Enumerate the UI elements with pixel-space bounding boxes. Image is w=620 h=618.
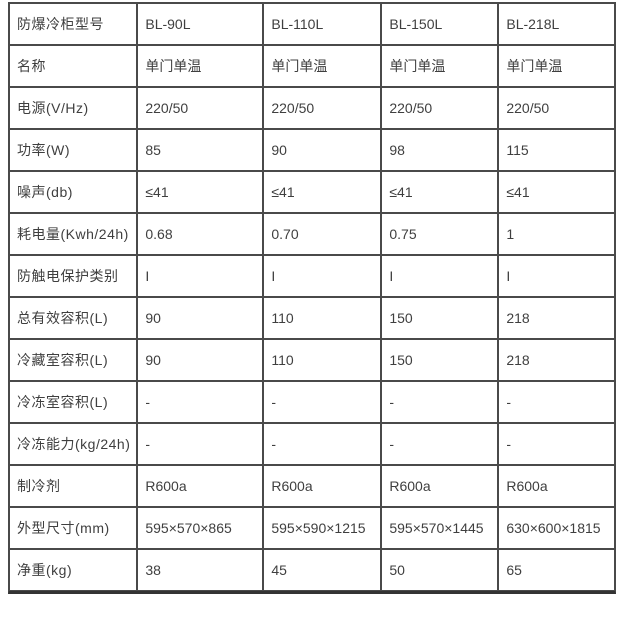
row-label: 冷藏室容积(L)	[9, 339, 138, 381]
value-cell: R600a	[381, 465, 499, 507]
value-cell: 0.68	[137, 213, 264, 255]
table-row: 耗电量(Kwh/24h) 0.68 0.70 0.75 1	[9, 213, 616, 255]
spec-table: 防爆冷柜型号 BL-90L BL-110L BL-150L BL-218L 名称 单门单温单…	[8, 2, 617, 594]
value-cell: 98	[381, 129, 499, 171]
value-cell: 50	[381, 549, 499, 591]
value-cell: -	[498, 423, 616, 465]
value-cell: 0.75	[381, 213, 499, 255]
row-label: 外型尺寸(mm)	[9, 507, 138, 549]
row-label: 噪声(db)	[9, 171, 138, 213]
table-row: 电源(V/Hz) 220/50 220/50 220/50 220/50	[9, 87, 616, 129]
value-cell: 595×570×1445	[381, 507, 499, 549]
value-cell: 110	[263, 297, 382, 339]
table-row: 总有效容积(L) 90 110 150 218	[9, 297, 616, 339]
row-label: 防触电保护类别	[9, 255, 138, 297]
value-cell: 90	[137, 297, 264, 339]
row-label: 冷冻室容积(L)	[9, 381, 138, 423]
row-label: 防爆冷柜型号	[9, 3, 138, 45]
row-label: 功率(W)	[9, 129, 138, 171]
table-row: 冷冻能力(kg/24h) - - - -	[9, 423, 616, 465]
table-row: 冷藏室容积(L) 90 110 150 218	[9, 339, 616, 381]
value-cell: -	[381, 381, 499, 423]
value-cell: ≤41	[137, 171, 264, 213]
value-cell: 220/50	[263, 87, 382, 129]
value-cell: 65	[498, 549, 616, 591]
table-row: 净重(kg) 38 45 50 65	[9, 549, 616, 591]
value-cell: 110	[263, 339, 382, 381]
row-label: 耗电量(Kwh/24h)	[9, 213, 138, 255]
value-cell: 218	[498, 297, 616, 339]
value-cell: 595×590×1215	[263, 507, 382, 549]
value-cell: ≤41	[263, 171, 382, 213]
value-cell: R600a	[263, 465, 382, 507]
value-cell: -	[498, 381, 616, 423]
table-row: 外型尺寸(mm) 595×570×865 595×590×1215 595×570×1…	[9, 507, 616, 549]
value-cell: -	[137, 423, 264, 465]
value-cell: -	[263, 423, 382, 465]
row-label: 电源(V/Hz)	[9, 87, 138, 129]
value-cell: BL-150L	[381, 3, 499, 45]
value-cell: BL-110L	[263, 3, 382, 45]
table-row: 防爆冷柜型号 BL-90L BL-110L BL-150L BL-218L	[9, 3, 616, 45]
value-cell: ≤41	[381, 171, 499, 213]
value-cell: I	[381, 255, 499, 297]
spec-table-body: 防爆冷柜型号 BL-90L BL-110L BL-150L BL-218L 名称 单门单温单…	[9, 3, 616, 591]
value-cell: 单门单温	[498, 45, 616, 87]
row-label: 净重(kg)	[9, 549, 138, 591]
value-cell: 0.70	[263, 213, 382, 255]
value-cell: 单门单温	[137, 45, 264, 87]
table-row: 冷冻室容积(L) - - - -	[9, 381, 616, 423]
value-cell: -	[263, 381, 382, 423]
value-cell: 150	[381, 339, 499, 381]
value-cell: -	[137, 381, 264, 423]
value-cell: 1	[498, 213, 616, 255]
value-cell: ≤41	[498, 171, 616, 213]
table-row: 防触电保护类别 I I I I	[9, 255, 616, 297]
value-cell: 45	[263, 549, 382, 591]
value-cell: I	[498, 255, 616, 297]
value-cell: 220/50	[381, 87, 499, 129]
value-cell: BL-90L	[137, 3, 264, 45]
value-cell: 218	[498, 339, 616, 381]
value-cell: 38	[137, 549, 264, 591]
table-row: 功率(W) 85 90 98 115	[9, 129, 616, 171]
value-cell: 630×600×1815	[498, 507, 616, 549]
row-label: 制冷剂	[9, 465, 138, 507]
value-cell: R600a	[498, 465, 616, 507]
value-cell: 220/50	[137, 87, 264, 129]
row-label: 总有效容积(L)	[9, 297, 138, 339]
value-cell: 90	[137, 339, 264, 381]
row-label: 名称	[9, 45, 138, 87]
table-row: 噪声(db) ≤41 ≤41 ≤41 ≤41	[9, 171, 616, 213]
value-cell: 90	[263, 129, 382, 171]
value-cell: 220/50	[498, 87, 616, 129]
value-cell: 115	[498, 129, 616, 171]
table-row: 制冷剂 R600a R600a R600a R600a	[9, 465, 616, 507]
value-cell: 150	[381, 297, 499, 339]
value-cell: 85	[137, 129, 264, 171]
row-label: 冷冻能力(kg/24h)	[9, 423, 138, 465]
value-cell: BL-218L	[498, 3, 616, 45]
value-cell: 单门单温	[263, 45, 382, 87]
table-row: 名称 单门单温 单门单温 单门单温 单门单温	[9, 45, 616, 87]
value-cell: 单门单温	[381, 45, 499, 87]
value-cell: I	[263, 255, 382, 297]
value-cell: 595×570×865	[137, 507, 264, 549]
value-cell: -	[381, 423, 499, 465]
value-cell: I	[137, 255, 264, 297]
value-cell: R600a	[137, 465, 264, 507]
